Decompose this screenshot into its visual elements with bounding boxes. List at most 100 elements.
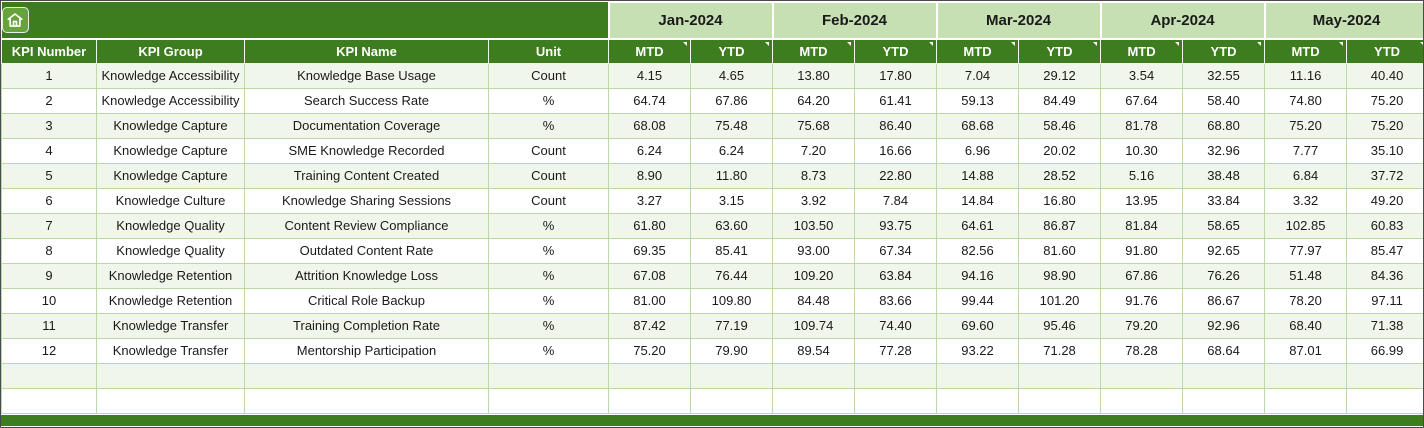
cell-empty[interactable]: [1, 387, 97, 414]
cell-value[interactable]: 102.85: [1264, 212, 1348, 239]
cell-value[interactable]: 28.52: [1018, 162, 1102, 189]
cell-value[interactable]: 75.20: [608, 337, 691, 364]
cell-value[interactable]: 103.50: [772, 212, 855, 239]
subheader-may-2024-ytd[interactable]: YTD: [1346, 38, 1423, 64]
cell-kpi-group[interactable]: Knowledge Quality: [96, 237, 245, 264]
cell-kpi-group[interactable]: Knowledge Culture: [96, 187, 245, 214]
cell-kpi-name[interactable]: Mentorship Participation: [244, 337, 489, 364]
cell-value[interactable]: 64.61: [936, 212, 1020, 239]
cell-empty[interactable]: [936, 362, 1020, 389]
cell-value[interactable]: 58.40: [1182, 87, 1266, 114]
cell-value[interactable]: 32.96: [1182, 137, 1266, 164]
cell-value[interactable]: 3.92: [772, 187, 855, 214]
subheader-feb-2024-mtd[interactable]: MTD: [772, 38, 855, 64]
cell-empty[interactable]: [772, 387, 855, 414]
cell-value[interactable]: 98.90: [1018, 262, 1102, 289]
cell-kpi-number[interactable]: 7: [1, 212, 97, 239]
cell-value[interactable]: 77.97: [1264, 237, 1348, 264]
cell-value[interactable]: 82.56: [936, 237, 1020, 264]
cell-value[interactable]: 16.66: [853, 137, 938, 164]
month-header-apr-2024[interactable]: Apr-2024: [1099, 1, 1266, 40]
cell-value[interactable]: 64.20: [772, 87, 855, 114]
cell-value[interactable]: 17.80: [853, 62, 938, 89]
cell-value[interactable]: 64.74: [608, 87, 691, 114]
cell-value[interactable]: 67.86: [690, 87, 773, 114]
cell-value[interactable]: 86.87: [1018, 212, 1102, 239]
cell-value[interactable]: 32.55: [1182, 62, 1266, 89]
cell-kpi-group[interactable]: Knowledge Quality: [96, 212, 245, 239]
home-button[interactable]: [1, 6, 29, 33]
subheader-feb-2024-ytd[interactable]: YTD: [853, 38, 938, 64]
cell-unit[interactable]: %: [488, 87, 609, 114]
cell-value[interactable]: 91.76: [1100, 287, 1184, 314]
cell-value[interactable]: 38.48: [1182, 162, 1266, 189]
cell-empty[interactable]: [1018, 362, 1102, 389]
cell-value[interactable]: 71.28: [1018, 337, 1102, 364]
cell-value[interactable]: 60.83: [1346, 212, 1423, 239]
cell-value[interactable]: 76.26: [1182, 262, 1266, 289]
cell-kpi-group[interactable]: Knowledge Retention: [96, 287, 245, 314]
cell-empty[interactable]: [690, 387, 773, 414]
cell-value[interactable]: 87.01: [1264, 337, 1348, 364]
cell-unit[interactable]: %: [488, 237, 609, 264]
cell-value[interactable]: 33.84: [1182, 187, 1266, 214]
cell-value[interactable]: 69.60: [936, 312, 1020, 339]
subheader-apr-2024-mtd[interactable]: MTD: [1100, 38, 1184, 64]
column-header-kpi-number[interactable]: KPI Number: [1, 38, 97, 64]
cell-value[interactable]: 4.15: [608, 62, 691, 89]
cell-value[interactable]: 67.64: [1100, 87, 1184, 114]
cell-value[interactable]: 77.28: [853, 337, 938, 364]
cell-value[interactable]: 59.13: [936, 87, 1020, 114]
cell-value[interactable]: 109.80: [690, 287, 773, 314]
subheader-mar-2024-ytd[interactable]: YTD: [1018, 38, 1102, 64]
cell-value[interactable]: 68.08: [608, 112, 691, 139]
cell-kpi-number[interactable]: 4: [1, 137, 97, 164]
cell-kpi-name[interactable]: Critical Role Backup: [244, 287, 489, 314]
cell-value[interactable]: 79.20: [1100, 312, 1184, 339]
column-header-unit[interactable]: Unit: [488, 38, 609, 64]
subheader-apr-2024-ytd[interactable]: YTD: [1182, 38, 1266, 64]
cell-kpi-group[interactable]: Knowledge Transfer: [96, 337, 245, 364]
cell-value[interactable]: 87.42: [608, 312, 691, 339]
cell-value[interactable]: 77.19: [690, 312, 773, 339]
cell-kpi-group[interactable]: Knowledge Capture: [96, 112, 245, 139]
cell-value[interactable]: 6.96: [936, 137, 1020, 164]
subheader-mar-2024-mtd[interactable]: MTD: [936, 38, 1020, 64]
cell-value[interactable]: 11.16: [1264, 62, 1348, 89]
cell-value[interactable]: 79.90: [690, 337, 773, 364]
cell-value[interactable]: 7.77: [1264, 137, 1348, 164]
cell-kpi-group[interactable]: Knowledge Capture: [96, 137, 245, 164]
cell-value[interactable]: 91.80: [1100, 237, 1184, 264]
cell-kpi-number[interactable]: 11: [1, 312, 97, 339]
cell-kpi-name[interactable]: Documentation Coverage: [244, 112, 489, 139]
cell-value[interactable]: 78.20: [1264, 287, 1348, 314]
cell-value[interactable]: 84.48: [772, 287, 855, 314]
cell-empty[interactable]: [244, 387, 489, 414]
cell-kpi-number[interactable]: 10: [1, 287, 97, 314]
cell-value[interactable]: 74.40: [853, 312, 938, 339]
subheader-jan-2024-ytd[interactable]: YTD: [690, 38, 773, 64]
cell-empty[interactable]: [1, 362, 97, 389]
cell-empty[interactable]: [772, 362, 855, 389]
cell-value[interactable]: 92.96: [1182, 312, 1266, 339]
cell-value[interactable]: 75.20: [1346, 87, 1423, 114]
cell-value[interactable]: 71.38: [1346, 312, 1423, 339]
cell-unit[interactable]: %: [488, 287, 609, 314]
cell-value[interactable]: 84.49: [1018, 87, 1102, 114]
cell-empty[interactable]: [1346, 362, 1423, 389]
subheader-may-2024-mtd[interactable]: MTD: [1264, 38, 1348, 64]
cell-value[interactable]: 3.15: [690, 187, 773, 214]
cell-value[interactable]: 81.78: [1100, 112, 1184, 139]
cell-unit[interactable]: Count: [488, 187, 609, 214]
cell-unit[interactable]: %: [488, 337, 609, 364]
cell-value[interactable]: 84.36: [1346, 262, 1423, 289]
cell-value[interactable]: 20.02: [1018, 137, 1102, 164]
cell-kpi-name[interactable]: Outdated Content Rate: [244, 237, 489, 264]
cell-value[interactable]: 76.44: [690, 262, 773, 289]
cell-value[interactable]: 93.00: [772, 237, 855, 264]
cell-kpi-group[interactable]: Knowledge Retention: [96, 262, 245, 289]
cell-value[interactable]: 81.00: [608, 287, 691, 314]
cell-value[interactable]: 66.99: [1346, 337, 1423, 364]
cell-value[interactable]: 61.41: [853, 87, 938, 114]
cell-value[interactable]: 95.46: [1018, 312, 1102, 339]
